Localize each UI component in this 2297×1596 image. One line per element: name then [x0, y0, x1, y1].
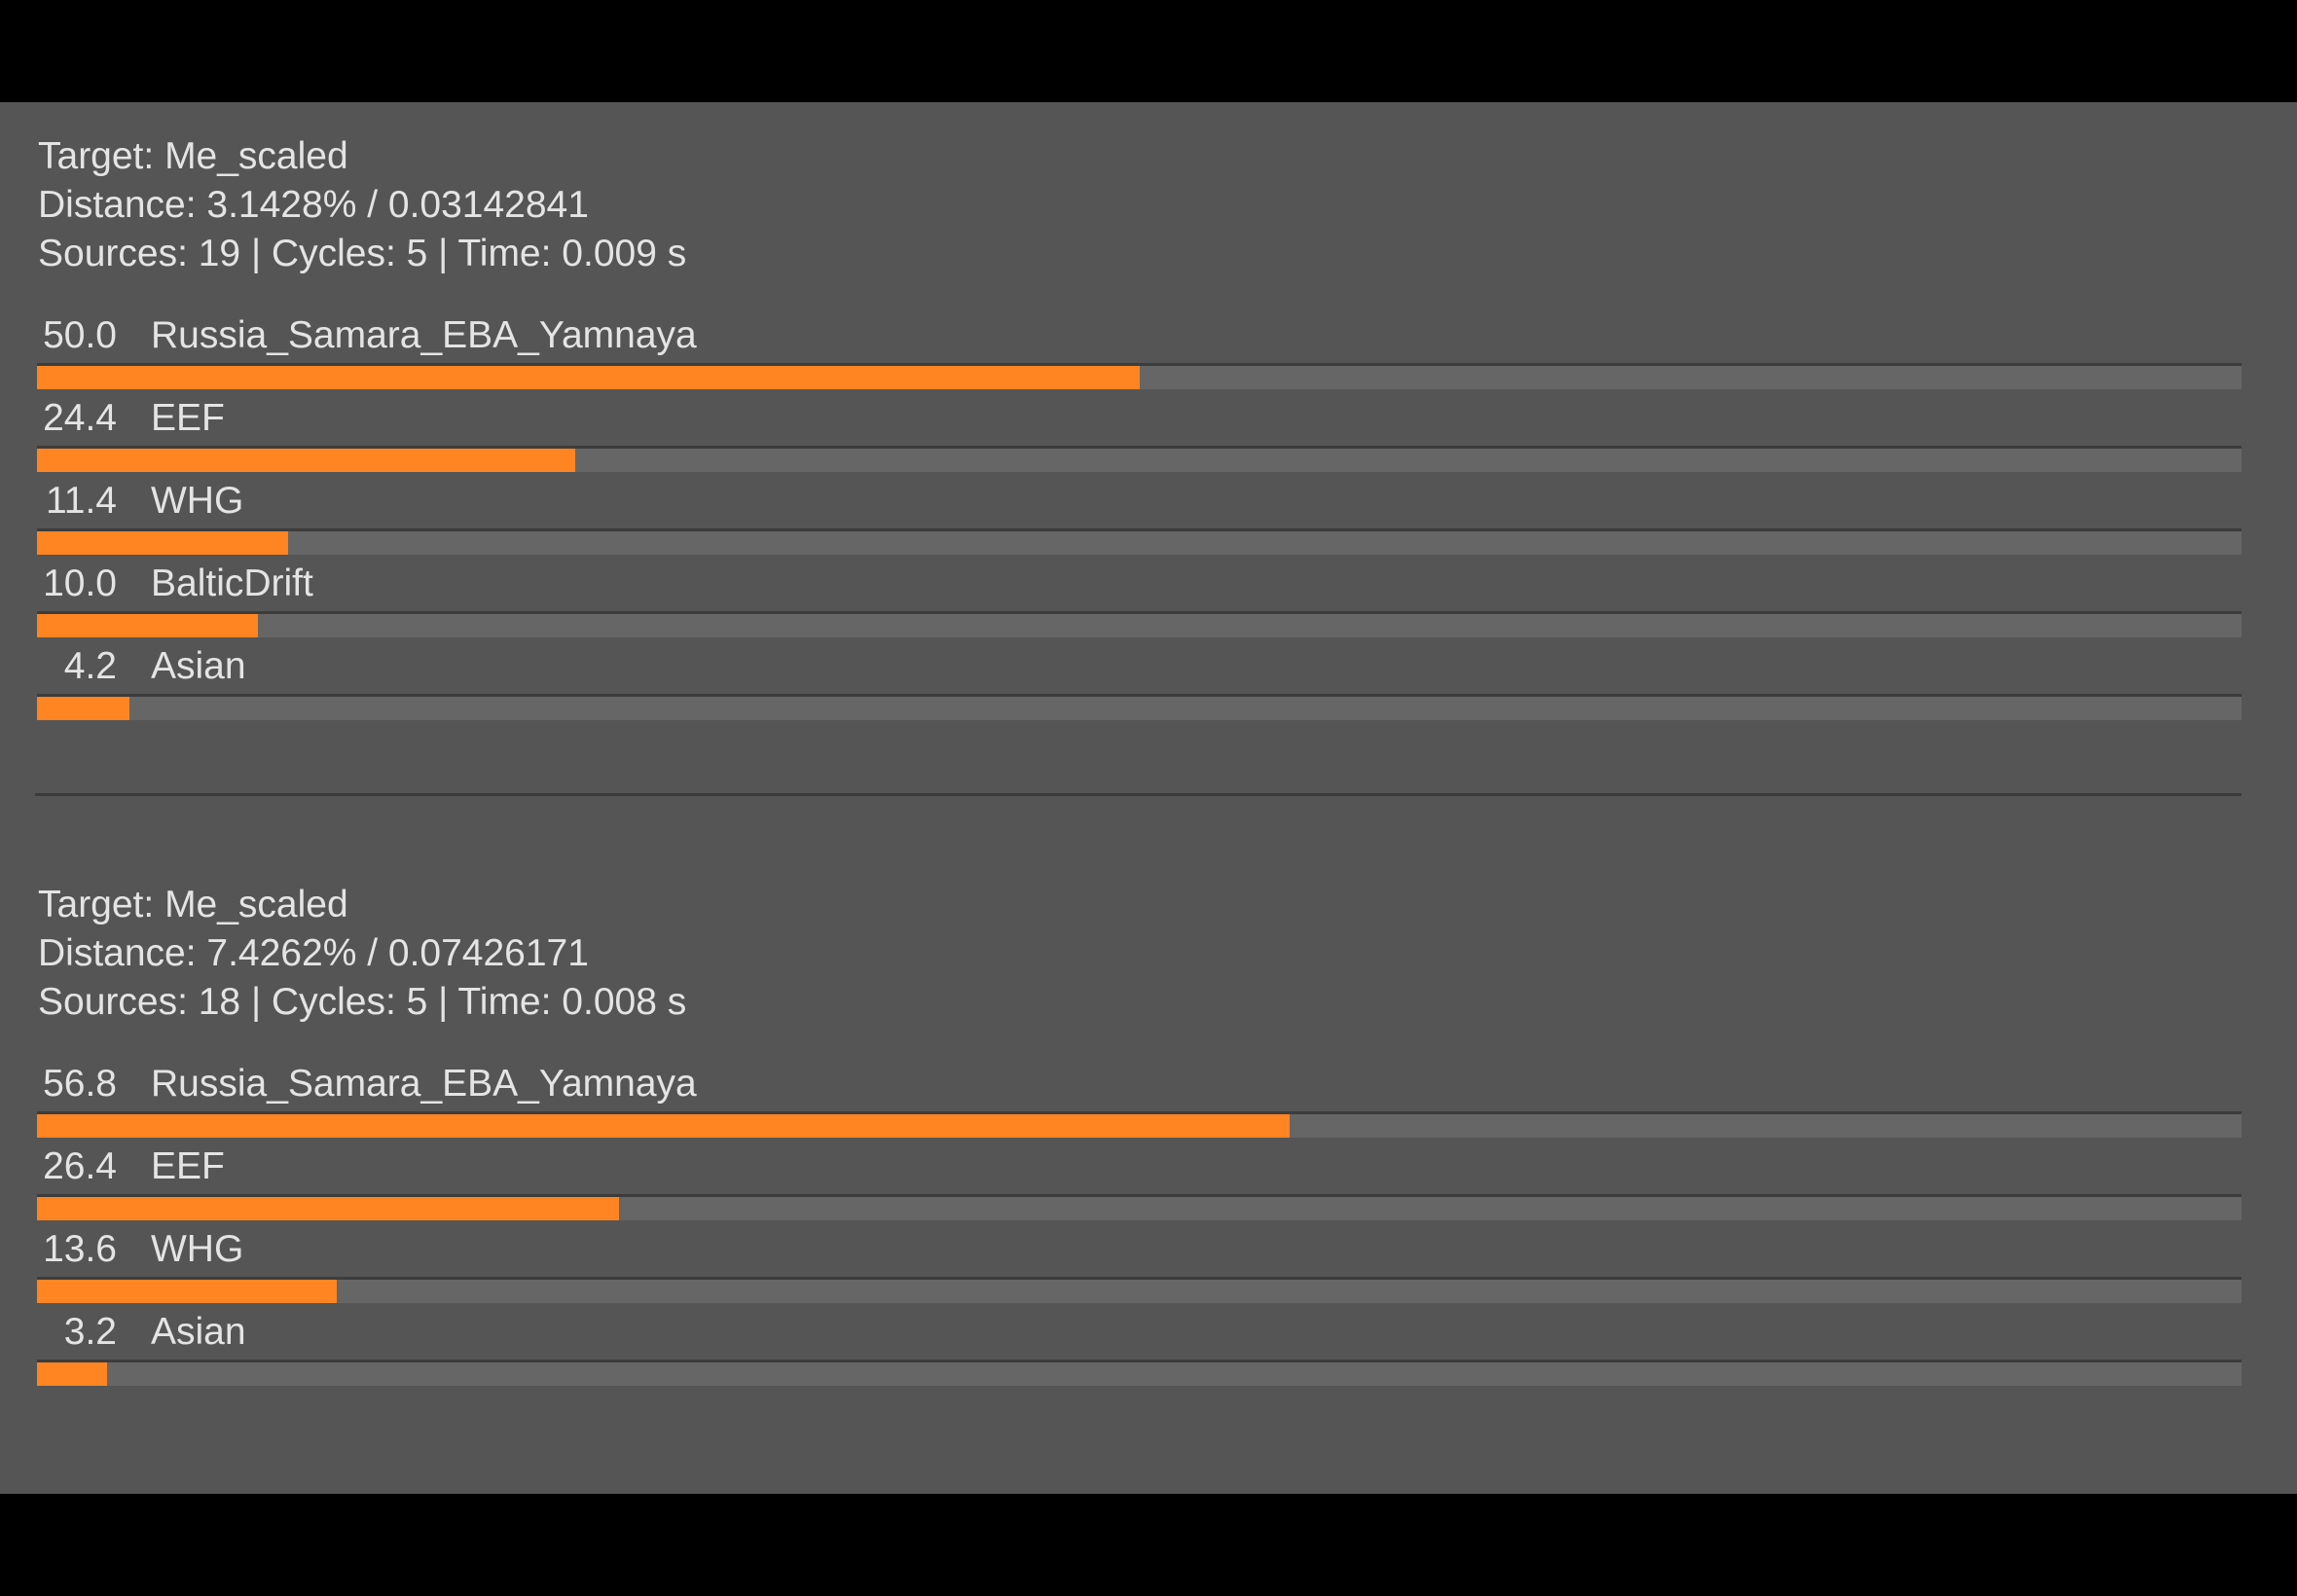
progress-fill [37, 1114, 1290, 1138]
target-label: Target: Me_scaled [38, 135, 348, 177]
progress-fill [37, 449, 575, 472]
progress-track [37, 1194, 2242, 1220]
component-name: BalticDrift [151, 562, 313, 604]
component-row: 13.6 WHG [0, 1225, 2297, 1308]
stats-label: Sources: 19 | Cycles: 5 | Time: 0.009 s [38, 233, 687, 274]
progress-track [37, 1111, 2242, 1138]
progress-fill [37, 1362, 108, 1386]
target-label: Target: Me_scaled [38, 884, 348, 925]
component-name: EEF [151, 1145, 225, 1187]
progress-fill [37, 697, 130, 720]
results-panel: Target: Me_scaled Distance: 3.1428% / 0.0… [0, 102, 2297, 1494]
component-value: 10.0 [43, 562, 117, 604]
component-value: 24.4 [43, 397, 117, 439]
component-name: WHG [151, 1228, 244, 1270]
progress-track [37, 1360, 2242, 1386]
component-name: EEF [151, 397, 225, 439]
progress-track [37, 694, 2242, 720]
component-value: 56.8 [43, 1063, 117, 1105]
component-row: 3.2 Asian [0, 1308, 2297, 1391]
component-value: 50.0 [43, 314, 117, 356]
component-row: 11.4 WHG [0, 477, 2297, 560]
progress-track [37, 363, 2242, 389]
component-row: 10.0 BalticDrift [0, 560, 2297, 642]
progress-fill [37, 614, 258, 637]
component-row: 4.2 Asian [0, 642, 2297, 725]
component-value: 13.6 [43, 1228, 117, 1270]
distance-label: Distance: 3.1428% / 0.03142841 [38, 184, 589, 226]
component-name: Asian [151, 1311, 246, 1353]
component-name: Asian [151, 645, 246, 687]
progress-fill [37, 1197, 619, 1220]
progress-track [37, 528, 2242, 555]
progress-track [37, 446, 2242, 472]
component-name: Russia_Samara_EBA_Yamnaya [151, 314, 697, 356]
component-value: 3.2 [63, 1311, 117, 1353]
component-value: 11.4 [45, 480, 117, 522]
progress-fill [37, 1280, 338, 1303]
progress-track [37, 611, 2242, 637]
progress-track [37, 1277, 2242, 1303]
component-row: 50.0 Russia_Samara_EBA_Yamnaya [0, 311, 2297, 394]
component-value: 26.4 [43, 1145, 117, 1187]
component-row: 26.4 EEF [0, 1143, 2297, 1225]
progress-fill [37, 531, 289, 555]
component-name: Russia_Samara_EBA_Yamnaya [151, 1063, 697, 1105]
stats-label: Sources: 18 | Cycles: 5 | Time: 0.008 s [38, 981, 687, 1023]
component-name: WHG [151, 480, 244, 522]
progress-fill [37, 366, 1140, 389]
component-value: 4.2 [63, 645, 117, 687]
divider [35, 793, 2242, 796]
component-row: 24.4 EEF [0, 394, 2297, 477]
component-row: 56.8 Russia_Samara_EBA_Yamnaya [0, 1060, 2297, 1143]
distance-label: Distance: 7.4262% / 0.07426171 [38, 932, 589, 974]
